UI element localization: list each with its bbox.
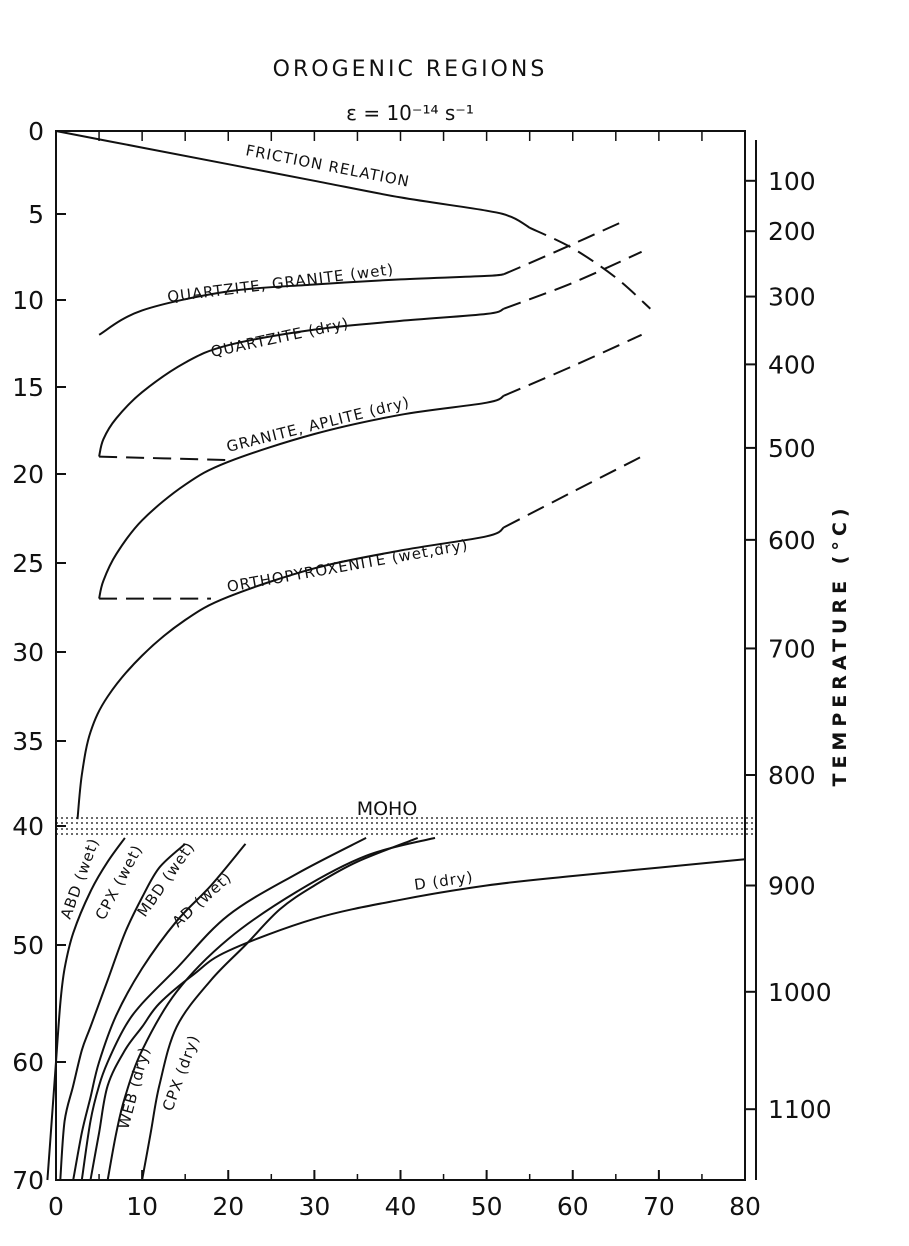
temp-tick-label: 100	[768, 167, 816, 196]
moho-band	[56, 817, 756, 835]
x-tick-label: 10	[126, 1192, 158, 1221]
series-line-10	[76, 526, 505, 820]
temp-tick-label: 1000	[768, 978, 832, 1007]
curve-labels: FRICTION RELATION QUARTZITE, GRANITE (we…	[57, 141, 475, 1131]
y-tick-label: 30	[12, 638, 44, 667]
series-line-14	[72, 843, 247, 1181]
y-tick-label: 50	[12, 931, 44, 960]
series-line-8	[503, 333, 643, 397]
temp-tick-label: 900	[768, 872, 816, 901]
temp-tick-label: 200	[768, 217, 816, 246]
chart-title: OROGENIC REGIONS	[273, 57, 548, 82]
temp-tick-label: 500	[768, 434, 816, 463]
label-ad-wet: AD (wet)	[169, 868, 236, 931]
y-tick-label: 20	[12, 460, 44, 489]
label-cpx-dry: CPX (dry)	[159, 1032, 203, 1113]
moho-label: MOHO	[357, 798, 418, 820]
series-line-18	[89, 858, 746, 1181]
series-line-2	[98, 273, 505, 336]
x-tick-label: 30	[298, 1192, 330, 1221]
series-line-16	[106, 836, 436, 1181]
y-tick-label: 35	[12, 727, 44, 756]
label-d-dry: D (dry)	[413, 868, 475, 894]
series-line-3	[503, 219, 625, 276]
temp-tick-label: 600	[768, 526, 816, 555]
y-tick-label: 0	[28, 117, 44, 146]
x-tick-label: 80	[729, 1192, 761, 1221]
y-tick-label: 10	[12, 286, 44, 315]
series-line-7	[98, 394, 505, 599]
label-quartzite-dry: QUARTZITE (dry)	[209, 314, 351, 361]
series-line-12	[46, 837, 126, 1181]
label-quartzite-granite-wet: QUARTZITE, GRANITE (wet)	[166, 260, 395, 306]
series-line-15	[80, 837, 367, 1181]
y-tick-label: 60	[12, 1048, 44, 1077]
label-orthopyroxenite: ORTHOPYROXENITE (wet,dry)	[226, 536, 470, 596]
series-group	[46, 130, 746, 1181]
series-line-17	[141, 836, 419, 1181]
series-line-0	[55, 130, 531, 229]
y-tick-label: 40	[12, 812, 44, 841]
x-tick-label: 50	[471, 1192, 503, 1221]
series-line-13	[59, 843, 186, 1181]
y-tick-label: 25	[12, 549, 44, 578]
right-axis-title: TEMPERATURE (°C)	[829, 503, 851, 786]
y-tick-label: 70	[12, 1166, 44, 1195]
plot-frame	[55, 130, 746, 1181]
series-line-11	[503, 455, 643, 529]
chart-subtitle: ε = 10⁻¹⁴ s⁻¹	[346, 101, 474, 125]
x-tick-label: 60	[557, 1192, 589, 1221]
series-line-1	[529, 226, 651, 310]
temp-tick-label: 1100	[768, 1095, 832, 1124]
temp-tick-label: 300	[768, 283, 816, 312]
series-line-5	[503, 250, 643, 310]
x-tick-label: 40	[385, 1192, 417, 1221]
y-tick-label: 5	[28, 200, 44, 229]
series-line-6	[99, 455, 229, 462]
y-tick-label: 15	[12, 373, 44, 402]
label-granite-aplite-dry: GRANITE, APLITE (dry)	[225, 393, 412, 456]
right-axis-ticks: 100 200 300 400 500 600 700 800 900 1000 1100	[745, 167, 832, 1124]
x-tick-label: 70	[643, 1192, 675, 1221]
temp-tick-label: 700	[768, 634, 816, 663]
temp-tick-label: 400	[768, 350, 816, 379]
temp-tick-label: 800	[768, 761, 816, 790]
x-tick-label: 0	[48, 1192, 64, 1221]
x-tick-label: 20	[212, 1192, 244, 1221]
series-line-4	[98, 307, 505, 457]
